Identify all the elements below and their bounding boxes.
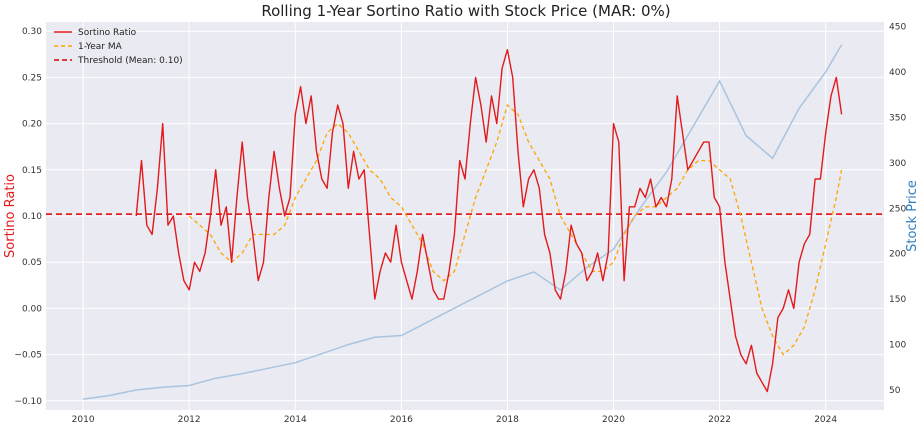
y2-tick-label: 50	[889, 386, 901, 396]
chart-title: Rolling 1-Year Sortino Ratio with Stock …	[261, 2, 670, 20]
y2-tick-label: 150	[889, 295, 906, 305]
stock-price-line	[82, 44, 843, 400]
y-tick-label: 0.25	[22, 73, 42, 83]
series-layer	[46, 49, 884, 393]
y2-tick-label: 400	[889, 68, 906, 78]
y-tick-label: 0.20	[22, 120, 42, 130]
y-tick-label: 0.30	[22, 27, 42, 37]
y-tick-label: −0.05	[14, 351, 42, 361]
x-axis: 2010 2012 2014 2016 2018 2020 2022 2024	[72, 415, 838, 425]
grid	[46, 22, 884, 410]
y2-tick-label: 250	[889, 204, 906, 214]
y-tick-label: 0.15	[22, 166, 42, 176]
y2-tick-label: 200	[889, 250, 906, 260]
price-layer	[82, 44, 843, 400]
sortino-ratio-line	[135, 49, 843, 393]
x-tick-label: 2020	[602, 415, 625, 425]
y2-tick-label: 300	[889, 159, 906, 169]
y-axis-label: Sortino Ratio	[3, 174, 18, 258]
y-tick-label: 0.00	[22, 304, 42, 314]
moving-average-line	[188, 103, 843, 356]
y2-tick-label: 450	[889, 23, 906, 33]
legend-label-ma: 1-Year MA	[78, 42, 123, 52]
y2-axis-label: Stock Price	[905, 180, 920, 252]
x-tick-label: 2024	[814, 415, 837, 425]
x-tick-label: 2010	[72, 415, 95, 425]
y-tick-label: −0.10	[14, 397, 42, 407]
y-tick-label: 0.05	[22, 258, 42, 268]
x-tick-label: 2018	[496, 415, 519, 425]
legend-label-sortino: Sortino Ratio	[78, 28, 137, 38]
x-tick-label: 2012	[178, 415, 201, 425]
x-tick-label: 2022	[708, 415, 731, 425]
y2-tick-label: 100	[889, 341, 906, 351]
y-tick-label: 0.10	[22, 212, 42, 222]
legend-label-threshold: Threshold (Mean: 0.10)	[77, 56, 183, 66]
x-tick-label: 2016	[390, 415, 413, 425]
x-tick-label: 2014	[284, 415, 307, 425]
legend: Sortino Ratio 1-Year MA Threshold (Mean: 0…	[54, 28, 183, 66]
y2-tick-label: 350	[889, 113, 906, 123]
y-axis-right: 50 100 150 200 250 300 350 400 450	[889, 23, 906, 396]
y-axis-left: −0.10 −0.05 0.00 0.05 0.10 0.15 0.20 0.25 0.30	[14, 27, 42, 407]
